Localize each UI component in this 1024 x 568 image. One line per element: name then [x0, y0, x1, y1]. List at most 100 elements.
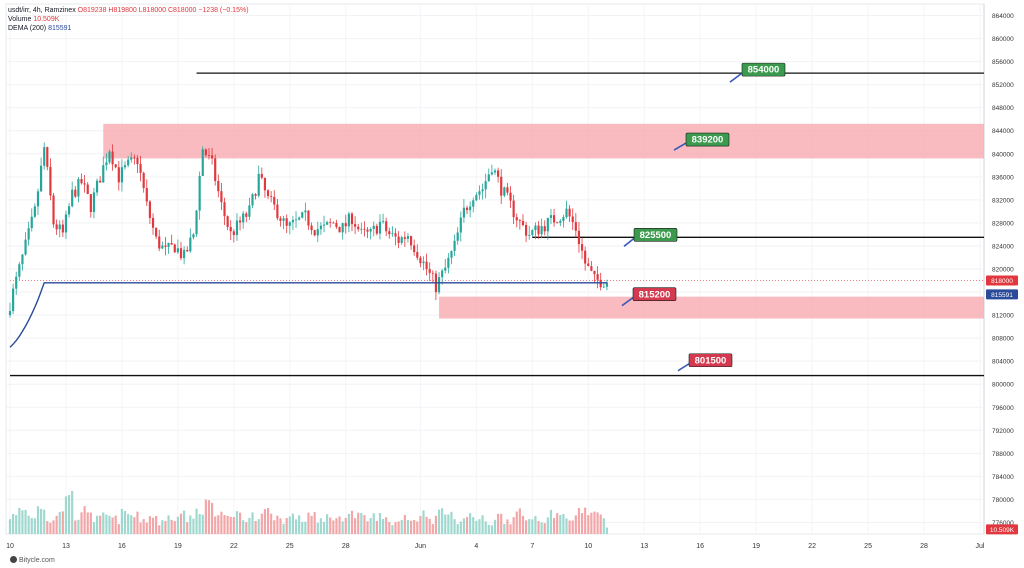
- volume-bar: [487, 524, 490, 534]
- candle-body: [179, 248, 183, 259]
- candle-body: [102, 165, 105, 183]
- volume-bar: [148, 516, 151, 534]
- volume-bar: [83, 506, 86, 534]
- volume-bar: [605, 527, 609, 534]
- volume-bar: [559, 514, 562, 534]
- volume-bar: [80, 512, 83, 534]
- volume-bar: [493, 519, 497, 534]
- volume-bar: [506, 519, 509, 534]
- candle-body: [537, 225, 540, 235]
- volume-bar: [472, 517, 475, 534]
- volume-bar: [285, 518, 288, 534]
- y-tick-label: 840000: [992, 151, 1014, 158]
- last-price-badge-box: [986, 275, 1018, 286]
- volume-bar: [95, 515, 99, 534]
- symbol-label[interactable]: usdt/irr, 4h, Ramzinex: [8, 7, 76, 14]
- volume-label[interactable]: Volume: [8, 16, 32, 23]
- candle-body: [18, 264, 21, 277]
- y-tick-label: 824000: [992, 243, 1014, 250]
- candle-body: [133, 157, 136, 159]
- candle-body: [326, 222, 329, 225]
- candle-body: [46, 147, 49, 167]
- zone-rect: [103, 123, 985, 159]
- y-tick-label: 856000: [992, 59, 1014, 66]
- candle-body: [316, 229, 319, 236]
- candle-body: [248, 205, 251, 217]
- volume-bar: [46, 521, 49, 534]
- volume-bar: [475, 520, 478, 534]
- candle-body: [245, 213, 248, 217]
- callout-box: [633, 228, 678, 242]
- price-axis[interactable]: 776000 780000 784000 788000 792000 796000 8000…: [992, 13, 1014, 527]
- candle-body: [285, 218, 288, 226]
- legend-symbol-row: usdt/irr, 4h, Ramzinex O819238 H819800 L…: [8, 6, 249, 15]
- candle-body: [276, 204, 279, 219]
- volume-bar: [21, 510, 24, 534]
- volume-bar: [481, 515, 484, 534]
- candle-body: [531, 230, 534, 235]
- x-tick-label: 25: [286, 543, 294, 550]
- candle-body: [363, 228, 366, 230]
- candle-body: [509, 192, 512, 201]
- volume-bar: [444, 514, 447, 534]
- volume-bar: [546, 517, 549, 534]
- volume-bar: [450, 511, 453, 534]
- dema-value: 815591: [48, 25, 72, 32]
- candle-body: [77, 178, 80, 197]
- volume-bar: [158, 525, 161, 534]
- candle-body: [419, 257, 422, 264]
- candle-body: [158, 236, 161, 249]
- candle-body: [12, 288, 15, 312]
- volume-bar: [385, 517, 388, 534]
- candle-body: [49, 166, 52, 196]
- candle-body: [282, 218, 285, 221]
- volume-bar: [400, 520, 403, 534]
- time-axis[interactable]: 10 13 16 19 22 25 28 Jun 4 7 10 13 16 19 22 25 28 Jul: [6, 543, 985, 550]
- candle-body: [307, 210, 310, 226]
- candle-body: [21, 254, 24, 265]
- volume-bar: [92, 522, 96, 534]
- volume-bar: [186, 522, 189, 534]
- y-tick-label: 848000: [992, 105, 1014, 112]
- volume-bar: [127, 514, 130, 534]
- dema-label[interactable]: DEMA (200): [8, 25, 47, 32]
- candle-body: [294, 219, 298, 221]
- candle-body: [136, 157, 139, 165]
- volume-bar: [130, 515, 133, 534]
- y-tick-label: 808000: [992, 336, 1014, 343]
- volume-bar: [263, 509, 267, 534]
- zone-rect: [439, 296, 984, 319]
- volume-bar: [257, 519, 260, 534]
- candle-body: [332, 222, 335, 224]
- candle-body: [270, 196, 273, 197]
- volume-bar: [291, 513, 295, 534]
- candle-body: [469, 206, 472, 211]
- candle-body: [369, 228, 372, 232]
- y-tick-label: 784000: [992, 474, 1014, 481]
- volume-bar: [419, 516, 422, 534]
- volume-bar: [276, 515, 279, 534]
- candle-body: [235, 220, 239, 235]
- candle-body: [525, 224, 528, 236]
- volume-bar: [229, 516, 232, 534]
- candle-body: [450, 250, 453, 258]
- y-tick-label: 852000: [992, 82, 1014, 89]
- volume-bar: [273, 520, 276, 534]
- candle-body: [472, 200, 475, 207]
- volume-bar: [204, 499, 207, 534]
- volume-bar: [74, 520, 77, 534]
- candle-body: [117, 167, 120, 183]
- volume-bar: [15, 515, 18, 534]
- candle-body: [341, 223, 344, 233]
- candle-body: [385, 221, 388, 232]
- candle-body: [145, 188, 148, 202]
- callout-text: 801500: [695, 355, 727, 366]
- callout-text: 825500: [640, 230, 672, 241]
- volume-bar: [366, 521, 369, 534]
- volume-bar: [294, 519, 298, 534]
- volume-bars: [8, 490, 609, 534]
- candle-body: [602, 286, 605, 288]
- volume-bar: [270, 513, 273, 534]
- candle-body: [89, 194, 92, 212]
